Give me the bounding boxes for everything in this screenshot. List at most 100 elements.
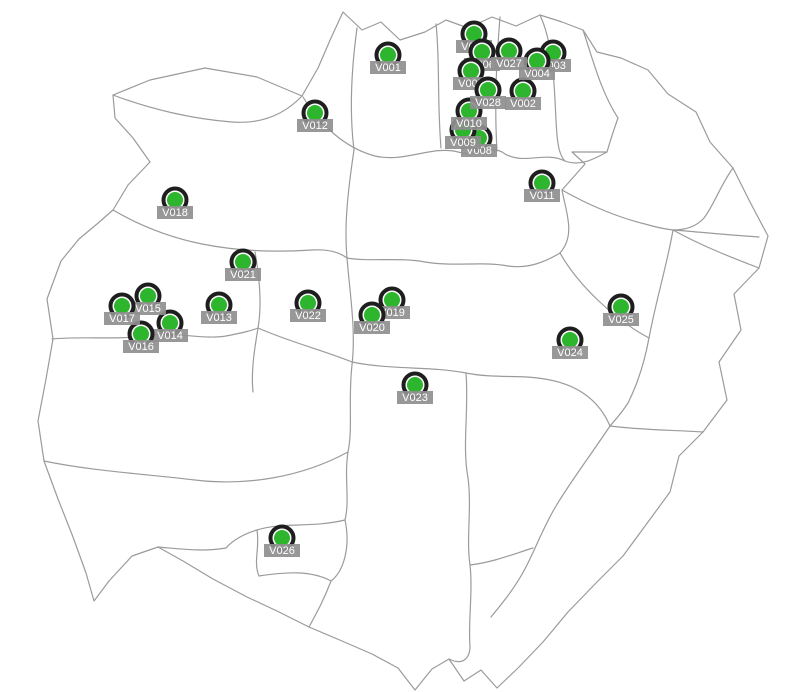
marker-label-bg [290, 309, 326, 322]
map-marker-V026[interactable]: V026 [264, 524, 300, 558]
map-marker-V013[interactable]: V013 [201, 291, 237, 325]
marker-label-bg [225, 268, 261, 281]
district-boundary-21 [43, 451, 349, 483]
map-marker-V022[interactable]: V022 [290, 289, 326, 323]
marker-label-bg [130, 302, 166, 315]
marker-label: V017 [109, 313, 135, 325]
marker-label: V013 [206, 312, 232, 324]
marker-label: V022 [295, 310, 321, 322]
district-boundary-23 [448, 372, 472, 663]
marker-dot-icon [300, 295, 316, 311]
district-boundary-17 [112, 209, 348, 259]
marker-label-bg [491, 57, 527, 70]
markers-layer: V001V002V003V004V005V006V007V008V009V010… [104, 20, 639, 558]
marker-label-bg [397, 391, 433, 404]
district-boundary-8 [561, 189, 674, 231]
marker-label-bg [354, 321, 390, 334]
district-boundary-20 [257, 327, 353, 363]
district-boundary-26 [255, 529, 260, 577]
district-boundary-13 [559, 252, 650, 339]
district-boundary-28 [308, 519, 348, 628]
map-marker-V028[interactable]: V028 [470, 76, 506, 110]
marker-dot-icon [307, 105, 323, 121]
marker-dot-icon [562, 332, 578, 348]
marker-label-bg [519, 67, 555, 80]
marker-dot-icon [466, 26, 482, 42]
marker-label-bg [157, 206, 193, 219]
marker-label: V004 [524, 68, 550, 80]
map-marker-V015[interactable]: V015 [130, 282, 166, 316]
marker-dot-icon [140, 288, 156, 304]
map-marker-V002[interactable]: V002 [505, 77, 541, 111]
marker-label: V014 [157, 330, 183, 342]
district-boundary-4 [495, 16, 501, 152]
district-boundary-2 [350, 27, 358, 151]
map-marker-V027[interactable]: V027 [491, 37, 527, 71]
marker-label-bg [370, 61, 406, 74]
map-marker-V018[interactable]: V018 [157, 186, 193, 220]
marker-dot-icon [474, 44, 490, 60]
marker-label: V009 [450, 137, 476, 149]
marker-dot-icon [480, 82, 496, 98]
district-boundary-14 [346, 252, 561, 268]
map-marker-V025[interactable]: V025 [603, 293, 639, 327]
map-marker-V019[interactable]: V019 [374, 286, 410, 320]
marker-dot-icon [384, 292, 400, 308]
marker-label-bg [505, 97, 541, 110]
marker-dot-icon [501, 43, 517, 59]
district-boundary-30 [469, 547, 534, 566]
marker-label: V019 [379, 307, 405, 319]
marker-label-bg [104, 312, 140, 325]
marker-label-bg [445, 136, 481, 149]
marker-dot-icon [133, 326, 149, 342]
marker-dot-icon [463, 63, 479, 79]
district-boundary-15 [345, 149, 355, 259]
marker-dot-icon [211, 297, 227, 313]
map-marker-V011[interactable]: V011 [524, 169, 560, 203]
map-marker-V012[interactable]: V012 [297, 99, 333, 133]
marker-dot-icon [407, 377, 423, 393]
map-marker-V016[interactable]: V016 [123, 320, 159, 354]
marker-dot-icon [114, 298, 130, 314]
marker-label-bg [603, 313, 639, 326]
map-marker-V021[interactable]: V021 [225, 248, 261, 282]
marker-label: V026 [269, 545, 295, 557]
marker-dot-icon [613, 299, 629, 315]
marker-dot-icon [162, 315, 178, 331]
map-marker-V017[interactable]: V017 [104, 292, 140, 326]
marker-label-bg [264, 544, 300, 557]
marker-label: V002 [510, 98, 536, 110]
marker-label: V028 [475, 97, 501, 109]
district-boundary-9 [672, 229, 760, 238]
map-marker-V020[interactable]: V020 [354, 301, 390, 335]
marker-dot-icon [529, 53, 545, 69]
district-boundary-31 [112, 94, 303, 123]
map-marker-V024[interactable]: V024 [552, 326, 588, 360]
district-boundary-32 [609, 425, 704, 433]
map-marker-V023[interactable]: V023 [397, 371, 433, 405]
marker-label: V023 [402, 392, 428, 404]
map-marker-V001[interactable]: V001 [370, 41, 406, 75]
marker-dot-icon [380, 47, 396, 63]
district-boundary-3 [435, 23, 442, 149]
marker-dot-icon [167, 192, 183, 208]
marker-label: V012 [302, 120, 328, 132]
district-boundary-29 [490, 425, 611, 618]
marker-label: V001 [375, 62, 401, 74]
map-marker-V014[interactable]: V014 [152, 309, 188, 343]
district-boundary-16 [344, 257, 354, 521]
marker-dot-icon [274, 530, 290, 546]
marker-label-bg [152, 329, 188, 342]
district-boundary-27 [258, 572, 332, 582]
district-boundary-6 [582, 29, 619, 119]
marker-label: V010 [456, 118, 482, 130]
district-boundary-10 [672, 229, 760, 269]
district-boundary-12 [609, 229, 674, 427]
marker-label-bg [524, 189, 560, 202]
marker-dot-icon [534, 175, 550, 191]
marker-label: V027 [496, 58, 522, 70]
marker-label: V015 [135, 303, 161, 315]
marker-label: V024 [557, 347, 583, 359]
marker-dot-icon [235, 254, 251, 270]
